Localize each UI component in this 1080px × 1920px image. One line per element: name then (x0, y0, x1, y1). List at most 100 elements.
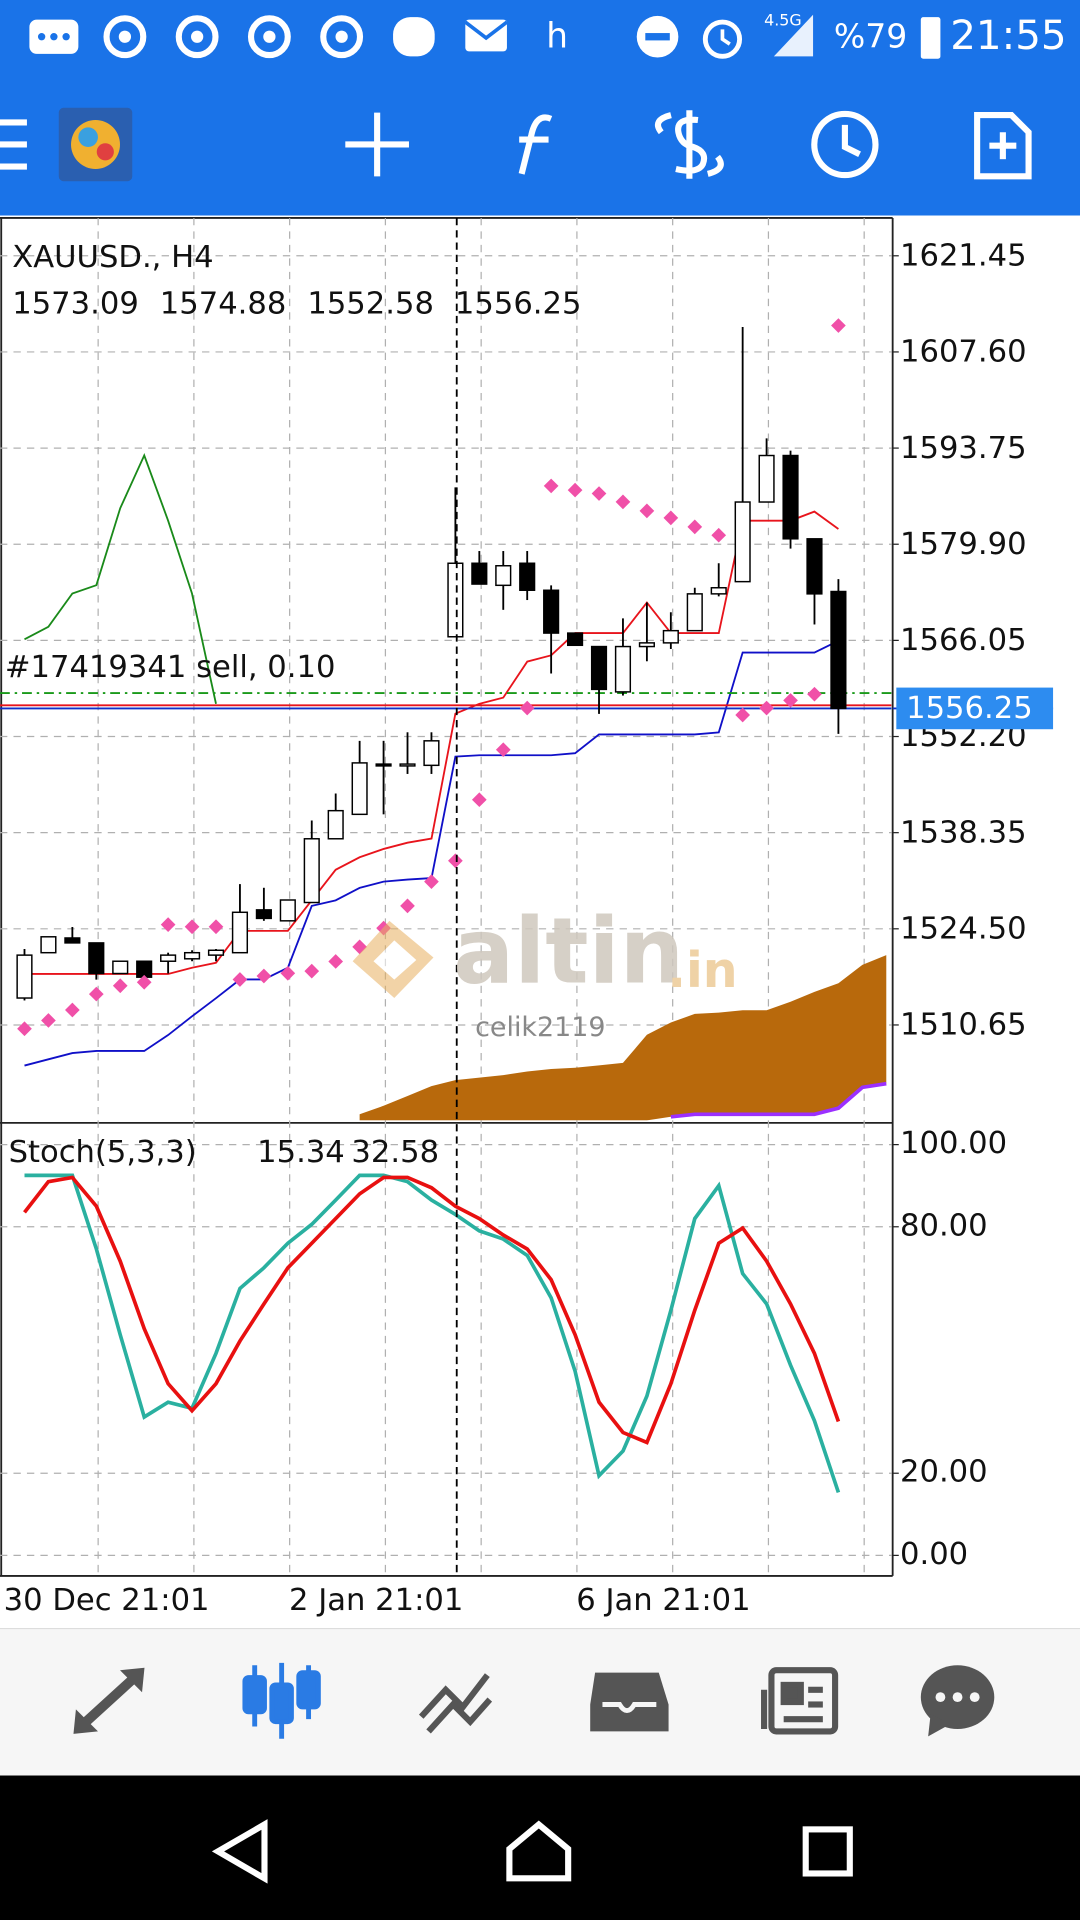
candle-body (686, 593, 703, 632)
candle-body (782, 454, 799, 540)
y-tick-label: 100.00 (900, 1126, 1007, 1161)
sar-dot (112, 978, 128, 994)
history-button[interactable] (811, 110, 879, 179)
y-tick-label: 1579.90 (900, 527, 1027, 562)
nav-chat-part[interactable] (928, 1714, 951, 1737)
watermark-brand: altin (453, 899, 684, 1004)
sar-dot (256, 968, 272, 984)
nav-news[interactable] (761, 1667, 839, 1735)
indicators-button[interactable] (518, 114, 553, 175)
candle-body (566, 632, 584, 647)
stoch-line (23, 1175, 841, 1445)
app-header (0, 0, 1080, 216)
sar-dot (567, 482, 583, 498)
status-icons-part (702, 19, 743, 59)
candle-body (183, 951, 201, 960)
sar-dot (88, 986, 104, 1002)
candle-body (303, 838, 320, 904)
y-tick-label: 20.00 (900, 1455, 988, 1490)
new-order-button-part[interactable] (974, 112, 1032, 180)
y-tick-label: 1593.75 (900, 431, 1027, 466)
nav-chat-part[interactable] (935, 1692, 946, 1703)
cloud-lower-line (670, 1081, 887, 1119)
status-icons-part (320, 15, 364, 59)
nav-trade[interactable] (418, 1673, 493, 1734)
trade-button-part[interactable] (706, 154, 724, 177)
order-label: #17419341 sell, 0.10 (5, 650, 336, 685)
app-logo-part[interactable] (71, 120, 120, 169)
y-tick-label: 1607.60 (900, 335, 1027, 370)
app-logo-part[interactable] (78, 127, 98, 147)
candle-body (543, 589, 560, 634)
nav-news-part[interactable] (768, 1667, 839, 1735)
candle-body (614, 645, 632, 693)
y-tick-label: 1566.05 (900, 623, 1027, 658)
sar-dot (17, 1021, 32, 1037)
price-box (896, 687, 1054, 730)
sar-dot (160, 917, 176, 932)
nav-chart[interactable] (242, 1662, 321, 1739)
app-logo[interactable] (58, 107, 133, 182)
nav-chat-part[interactable] (969, 1692, 980, 1703)
nav-quotes[interactable] (73, 1667, 145, 1734)
history-button-part[interactable] (811, 110, 879, 179)
x-tick-label: 6 Jan 21:01 (576, 1583, 750, 1618)
nav-history[interactable] (590, 1672, 669, 1732)
sar-dot (280, 965, 296, 981)
new-order-button[interactable] (974, 112, 1032, 180)
sar-dot (639, 503, 655, 519)
nav-trade-part[interactable] (426, 1697, 493, 1734)
nav-quotes-part[interactable] (120, 1667, 145, 1693)
recents-button[interactable] (802, 1826, 853, 1877)
status-icons-part (62, 33, 70, 41)
candle-body (734, 501, 751, 583)
battery-level: %79 (834, 16, 907, 55)
sar-dot (448, 853, 463, 869)
sar-dot (400, 898, 415, 914)
chart-title: XAUUSD., H4 (12, 240, 213, 275)
home-button[interactable] (506, 1820, 572, 1882)
indicators-button-part[interactable] (518, 114, 553, 175)
status-letter: h (546, 16, 568, 56)
crosshair-button[interactable] (345, 112, 409, 177)
candle-body (136, 960, 153, 978)
trade-button-part[interactable] (675, 110, 708, 179)
nav-chat-part[interactable] (952, 1692, 963, 1703)
back-button[interactable] (211, 1819, 268, 1884)
sar-dot (687, 519, 703, 535)
nav-history-part[interactable] (590, 1672, 669, 1732)
stochastic-chart: 100.00 80.00 20.00 0.00 Stoch(5,3,3) 15.34 32.… (0, 1126, 1007, 1572)
nav-chart-part[interactable] (242, 1675, 267, 1715)
status-icons-part (464, 20, 509, 41)
status-icons-part (720, 29, 731, 46)
nav-quotes-part[interactable] (77, 1671, 141, 1731)
nav-chart-part[interactable] (269, 1682, 294, 1725)
nav-trade-part[interactable] (418, 1673, 490, 1719)
candle-body (16, 954, 33, 999)
candle-body (758, 454, 775, 503)
cloud (359, 955, 887, 1121)
nav-history-part[interactable] (602, 1702, 657, 1714)
watermark-logo (352, 920, 434, 998)
system-nav (0, 1775, 1080, 1920)
status-icons-part (393, 17, 435, 57)
candle-body (231, 911, 249, 954)
toolbar (0, 107, 1032, 182)
candle-body (471, 562, 488, 585)
candle-body (64, 937, 81, 944)
menu-button[interactable] (0, 119, 27, 170)
trade-button-part[interactable] (654, 112, 672, 135)
app-logo-part[interactable] (96, 143, 114, 161)
history-button-part[interactable] (841, 124, 861, 158)
sar-dot (663, 510, 679, 526)
candle-body (399, 763, 416, 767)
bottom-nav (0, 1628, 1080, 1776)
candle-body (375, 763, 392, 767)
nav-news-part[interactable] (780, 1681, 804, 1706)
indicator-line (24, 452, 217, 705)
nav-quotes-part[interactable] (73, 1709, 98, 1734)
trade-button[interactable] (654, 110, 724, 179)
nav-chat[interactable] (920, 1665, 995, 1737)
nav-chart-part[interactable] (296, 1670, 321, 1710)
candle-body (495, 565, 512, 587)
